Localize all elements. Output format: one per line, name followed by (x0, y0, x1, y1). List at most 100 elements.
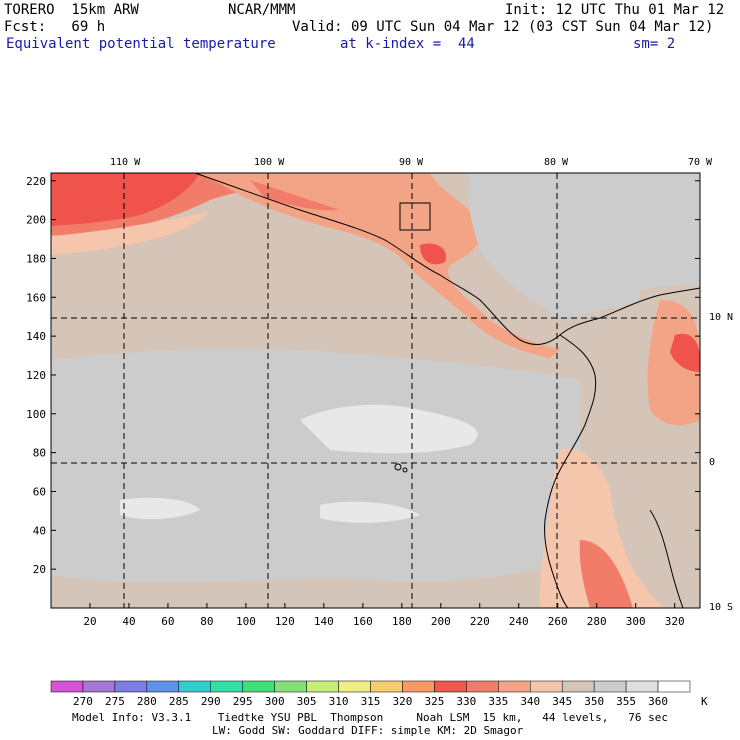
galapagos-island-2 (402, 467, 408, 473)
colorbar-label: 315 (361, 695, 381, 708)
y-tick-label: 140 (26, 330, 46, 343)
colorbar-swatch (561, 680, 595, 693)
colorbar-label: 295 (233, 695, 253, 708)
colorbar-swatch (402, 680, 435, 693)
coastline-south-america (544, 334, 597, 608)
hot-region-colombia (670, 333, 700, 372)
lat-label-0: 0 (709, 457, 716, 468)
caribbean-gray-region (468, 173, 700, 320)
x-tick-label: 80 (200, 615, 213, 628)
y-tick-label: 180 (26, 252, 46, 265)
colorbar-swatch (82, 680, 116, 693)
x-tick-label: 160 (353, 615, 373, 628)
x-tick-label: 20 (83, 615, 96, 628)
gray-equatorial-band (51, 348, 580, 582)
lon-label-90w: 90 W (399, 157, 424, 168)
hot-region-northwest (51, 173, 200, 226)
galapagos-island (394, 463, 402, 471)
colorbar-label: 340 (520, 695, 540, 708)
light-patch-center (300, 404, 478, 454)
x-tick-label: 240 (509, 615, 529, 628)
lon-label-80w: 80 W (544, 157, 569, 168)
colorbar-swatch (498, 680, 531, 693)
colorbar-swatch (530, 680, 563, 693)
init-time: Init: 12 UTC Thu 01 Mar 12 (505, 2, 725, 18)
warm-region-peru-coast (579, 540, 633, 608)
x-tick-label: 60 (161, 615, 174, 628)
lat-label-10s: 10 S (709, 602, 734, 613)
forecast-hour: Fcst: 69 h (4, 19, 106, 35)
colorbar-swatch (146, 680, 180, 693)
colorbar-swatch (434, 680, 467, 693)
colorbar-label: 300 (265, 695, 285, 708)
colorbar-swatch (242, 680, 275, 693)
y-tick-label: 200 (26, 214, 46, 227)
colorbar-label: 330 (456, 695, 476, 708)
y-tick-label: 20 (33, 563, 46, 576)
colorbar-swatch (274, 680, 307, 693)
x-tick-label: 260 (548, 615, 568, 628)
model-info-line1: Model Info: V3.3.1 Tiedtke YSU PBL Thomp… (72, 711, 669, 724)
x-tick-label: 200 (431, 615, 451, 628)
y-axis-ticks: 20 40 60 80 100 120 140 160 180 200 220 (26, 175, 700, 576)
light-patch-west (120, 497, 200, 520)
coastline-yucatan (399, 202, 431, 231)
colorbar-swatch (178, 680, 212, 693)
colorbar-label: 335 (488, 695, 508, 708)
x-tick-label: 100 (236, 615, 256, 628)
lon-label-70w: 70 W (688, 157, 713, 168)
colorbar-label: 350 (584, 695, 604, 708)
model-info-line2: LW: Godd SW: Goddard DIFF: simple KM: 2D… (212, 724, 524, 737)
warm-coast-mexico (250, 180, 340, 211)
colorbar: 270 275 280 285 290 295 300 305 310 315 320 325 330 3… (50, 680, 708, 708)
valid-time: Valid: 09 UTC Sun 04 Mar 12 (03 CST Sun … (292, 19, 714, 35)
y-tick-label: 100 (26, 408, 46, 421)
colorbar-swatch (657, 680, 691, 693)
x-tick-label: 280 (587, 615, 607, 628)
colorbar-label: 275 (105, 695, 125, 708)
lon-label-100w: 100 W (254, 157, 285, 168)
colorbar-label: 310 (329, 695, 349, 708)
y-tick-label: 160 (26, 291, 46, 304)
colorbar-swatch (114, 680, 148, 693)
colorbar-label: 320 (393, 695, 413, 708)
x-tick-label: 220 (470, 615, 490, 628)
coastline-central-america (194, 173, 700, 346)
map-frame (50, 172, 701, 609)
x-tick-label: 300 (626, 615, 646, 628)
x-tick-label: 320 (665, 615, 685, 628)
colorbar-label: 345 (552, 695, 572, 708)
colorbar-label: 360 (648, 695, 668, 708)
model-title: TORERO 15km ARW (4, 2, 139, 18)
y-tick-label: 40 (33, 524, 46, 537)
colorbar-label: 285 (169, 695, 189, 708)
level-label: at k-index = 44 (340, 36, 475, 52)
colorbar-label: 305 (297, 695, 317, 708)
y-tick-label: 80 (33, 447, 46, 460)
y-tick-label: 60 (33, 485, 46, 498)
x-tick-label: 180 (392, 615, 412, 628)
lat-label-10n: 10 N (709, 312, 734, 323)
lat-lon-grid (51, 173, 700, 608)
hot-spot-central-america (420, 243, 446, 265)
field-name: Equivalent potential temperature (6, 36, 276, 52)
colorbar-swatch (338, 680, 371, 693)
x-tick-label: 140 (314, 615, 334, 628)
colorbar-unit: K (701, 695, 708, 708)
colorbar-label: 355 (616, 695, 636, 708)
colorbar-swatch (370, 680, 403, 693)
x-axis-ticks: 20 40 60 80 100 120 140 160 180 200 220 240 260 280 30… (83, 603, 685, 628)
colorbar-swatch (466, 680, 499, 693)
warm-light-northwest (51, 212, 210, 255)
y-tick-label: 220 (26, 175, 46, 188)
colorbar-swatch (306, 680, 339, 693)
warm-region-colombia (647, 300, 700, 426)
colorbar-swatch (50, 680, 84, 693)
y-tick-label: 120 (26, 369, 46, 382)
colorbar-label: 280 (137, 695, 157, 708)
colorbar-swatch (625, 680, 659, 693)
equivalent-potential-temperature-field (51, 173, 700, 608)
org-label: NCAR/MMM (228, 2, 296, 18)
